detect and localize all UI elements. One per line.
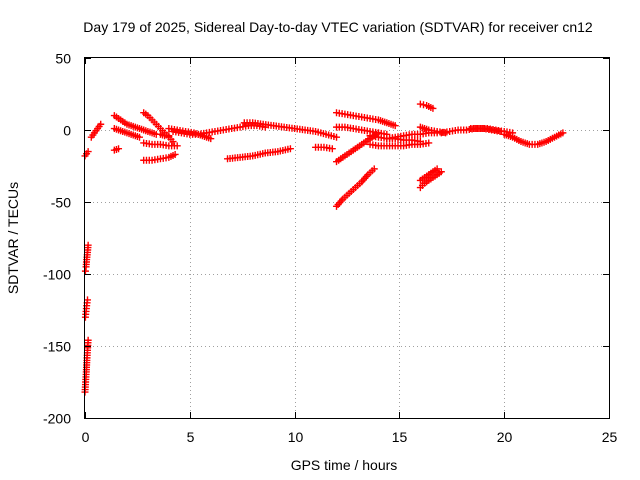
data-point [84,336,92,344]
data-point [370,165,378,173]
axis-ticks [85,58,610,419]
data-point [437,168,445,176]
chart-title: Day 179 of 2025, Sidereal Day-to-day VTE… [83,19,593,35]
data-point [416,100,424,108]
data-point [169,138,177,146]
data-point [328,145,336,153]
x-tick-label: 25 [602,429,618,445]
x-tick-label: 10 [288,429,304,445]
y-tick-label: -50 [51,195,71,211]
gridlines [85,58,609,418]
data-point [420,101,428,109]
x-axis-label: GPS time / hours [291,457,398,473]
y-tick-label: 0 [63,123,71,139]
y-tick-label: 50 [55,51,71,67]
x-tick-label: 20 [497,429,513,445]
data-point [135,133,143,141]
x-tick-labels: 0 5 10 15 20 25 [82,429,618,445]
data-point [171,150,179,158]
data-point [429,104,437,112]
y-tick-labels: -200 -150 -100 -50 0 50 [43,51,71,427]
data-point [84,148,92,156]
data-point [425,139,433,147]
x-tick-label: 0 [82,429,90,445]
data-points [81,100,567,396]
y-tick-label: -200 [43,411,71,427]
data-point [84,241,92,249]
data-point [333,133,341,141]
x-tick-label: 5 [187,429,195,445]
data-point [115,145,123,153]
data-point [559,129,567,137]
y-tick-label: -150 [43,339,71,355]
data-point [97,120,105,128]
y-axis-label: SDTVAR / TECUs [5,182,21,294]
data-point [391,122,399,130]
data-point [286,145,294,153]
x-tick-label: 15 [392,429,408,445]
data-point [84,296,92,304]
data-point [173,142,181,150]
y-tick-label: -100 [43,267,71,283]
plot-frame [84,57,610,419]
data-point [433,165,441,173]
data-point [207,135,215,143]
